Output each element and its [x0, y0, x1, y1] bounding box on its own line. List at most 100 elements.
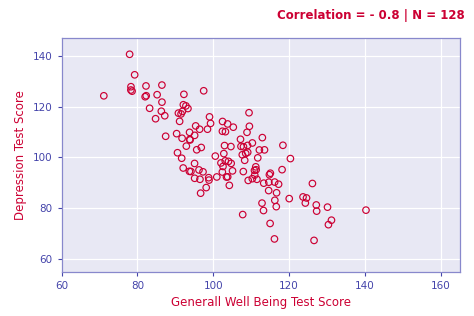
Point [222, 129, 229, 134]
Point [285, 196, 293, 201]
Point [182, 103, 190, 108]
Point [310, 238, 318, 243]
Point [312, 203, 320, 208]
Point [239, 169, 247, 174]
Point [244, 143, 251, 148]
Point [279, 143, 287, 148]
Point [278, 167, 286, 172]
Point [174, 111, 182, 116]
Point [206, 114, 213, 119]
Point [227, 144, 235, 149]
Point [158, 82, 166, 88]
Point [219, 169, 226, 174]
Point [128, 89, 136, 94]
Point [265, 188, 273, 193]
Point [221, 143, 228, 148]
Point [223, 174, 230, 179]
Point [182, 143, 190, 149]
Point [324, 205, 331, 210]
Point [271, 236, 278, 241]
Point [248, 176, 256, 181]
Point [221, 158, 229, 163]
Point [177, 111, 185, 116]
Point [162, 134, 169, 139]
Point [253, 177, 261, 182]
Point [301, 200, 309, 205]
Point [153, 92, 161, 97]
Point [239, 212, 246, 217]
Point [325, 222, 332, 227]
Point [205, 178, 213, 183]
Point [238, 152, 246, 157]
Point [240, 144, 247, 149]
Point [266, 171, 274, 176]
Point [271, 198, 279, 203]
Point [225, 159, 232, 164]
Point [271, 179, 278, 185]
Point [248, 140, 256, 145]
Point [127, 84, 135, 89]
Point [260, 208, 267, 213]
Point [243, 130, 251, 135]
Point [309, 181, 316, 186]
Point [217, 161, 225, 166]
Point [186, 137, 194, 143]
Point [265, 180, 273, 185]
Point [252, 167, 260, 172]
Point [328, 218, 335, 223]
Point [219, 129, 226, 134]
Point [179, 166, 187, 171]
Point [229, 125, 237, 130]
Point [100, 93, 108, 98]
Point [260, 181, 267, 186]
Point [142, 93, 150, 98]
Point [131, 72, 138, 77]
Point [191, 161, 198, 166]
Point [184, 106, 191, 111]
Point [191, 176, 199, 181]
Point [258, 135, 266, 140]
Point [266, 221, 274, 226]
Point [191, 133, 199, 138]
Point [127, 88, 135, 93]
Point [178, 136, 186, 141]
Point [211, 154, 219, 159]
Point [197, 191, 204, 196]
Point [146, 106, 154, 111]
Point [195, 167, 203, 173]
Point [245, 110, 253, 115]
Point [179, 109, 186, 114]
Point [161, 113, 169, 118]
Point [192, 123, 200, 128]
Point [224, 121, 231, 126]
Point [245, 178, 252, 183]
Point [258, 201, 266, 206]
Point [261, 147, 268, 152]
Point [193, 147, 201, 152]
Point [142, 83, 150, 88]
Point [224, 174, 231, 179]
Point [186, 169, 193, 174]
Point [199, 169, 207, 174]
Point [198, 145, 205, 150]
Point [180, 92, 188, 97]
Point [157, 109, 165, 114]
Point [287, 156, 294, 161]
Point [141, 94, 149, 99]
Point [237, 144, 245, 149]
Point [196, 177, 204, 182]
Point [158, 100, 166, 105]
Point [126, 52, 133, 57]
Point [220, 151, 228, 156]
Text: Correlation = - 0.8 | N = 128: Correlation = - 0.8 | N = 128 [277, 9, 465, 22]
Point [229, 168, 237, 173]
Point [202, 185, 210, 190]
Point [152, 116, 159, 121]
Point [200, 88, 208, 93]
Point [187, 169, 195, 174]
Point [273, 190, 280, 195]
Point [273, 204, 280, 209]
Point [180, 102, 187, 107]
Point [313, 209, 320, 214]
Point [219, 164, 227, 169]
